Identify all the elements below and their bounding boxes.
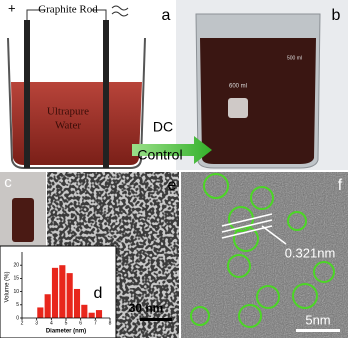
scale-bar bbox=[140, 318, 172, 321]
beaker-logo bbox=[228, 98, 248, 118]
particle-circles bbox=[190, 173, 335, 328]
beaker-mark: 600 ml bbox=[229, 84, 247, 90]
bar bbox=[59, 265, 66, 318]
x-axis-label: Diameter (nm) bbox=[46, 329, 86, 335]
water-label: Water bbox=[55, 120, 81, 132]
bar bbox=[51, 267, 59, 318]
pointer bbox=[261, 225, 287, 245]
x-tick-label: 7 bbox=[94, 320, 97, 326]
y-tick-label: 10 bbox=[13, 289, 19, 295]
scale-bar bbox=[296, 329, 340, 332]
arrow-label: DC bbox=[153, 119, 173, 135]
bar bbox=[44, 294, 51, 318]
vial bbox=[12, 198, 34, 242]
x-tick-label: 5 bbox=[65, 320, 68, 326]
bar bbox=[88, 312, 95, 318]
y-tick-label: 0 bbox=[16, 315, 19, 321]
beaker-mark: 500 ml bbox=[287, 55, 302, 61]
x-tick-label: 3 bbox=[35, 320, 38, 326]
panel-label: c bbox=[4, 174, 12, 191]
x-tick-label: 2 bbox=[21, 320, 24, 326]
rod-label: Graphite Rod bbox=[38, 4, 98, 16]
panel-label: a bbox=[162, 7, 171, 24]
x-tick-label: 6 bbox=[79, 320, 82, 326]
water bbox=[11, 82, 142, 165]
x-tick-label: 4 bbox=[50, 320, 53, 326]
bar bbox=[66, 273, 73, 318]
dark-solution bbox=[200, 38, 316, 164]
panel-label: d bbox=[94, 285, 103, 302]
water-label: Ultrapure bbox=[47, 106, 89, 118]
bar bbox=[95, 310, 103, 318]
arrow bbox=[132, 136, 212, 164]
beaker-outline bbox=[7, 37, 146, 169]
y-tick-label: 5 bbox=[16, 302, 19, 308]
panel-label: f bbox=[338, 177, 343, 194]
y-tick-label: 15 bbox=[13, 276, 19, 282]
electrode-sign: + bbox=[8, 0, 16, 15]
bar bbox=[73, 288, 81, 318]
electrode bbox=[103, 20, 109, 168]
y-tick-label: 20 bbox=[13, 263, 19, 269]
lattice bbox=[181, 172, 348, 338]
panel-label: e bbox=[168, 177, 177, 194]
bar bbox=[37, 307, 44, 318]
x-tick-label: 8 bbox=[109, 320, 112, 326]
y-axis-label: Volume (%) bbox=[5, 271, 11, 302]
scale-label: 5nm bbox=[305, 312, 330, 327]
bar bbox=[81, 304, 88, 318]
arrow-label: Control bbox=[137, 147, 182, 163]
panel-label: b bbox=[332, 7, 341, 24]
electrode bbox=[24, 20, 30, 168]
scale-label: 30 nm bbox=[129, 301, 164, 315]
spacing-label: 0.321nm bbox=[285, 245, 336, 260]
wire bbox=[26, 9, 107, 20]
ac-sign bbox=[111, 5, 129, 17]
